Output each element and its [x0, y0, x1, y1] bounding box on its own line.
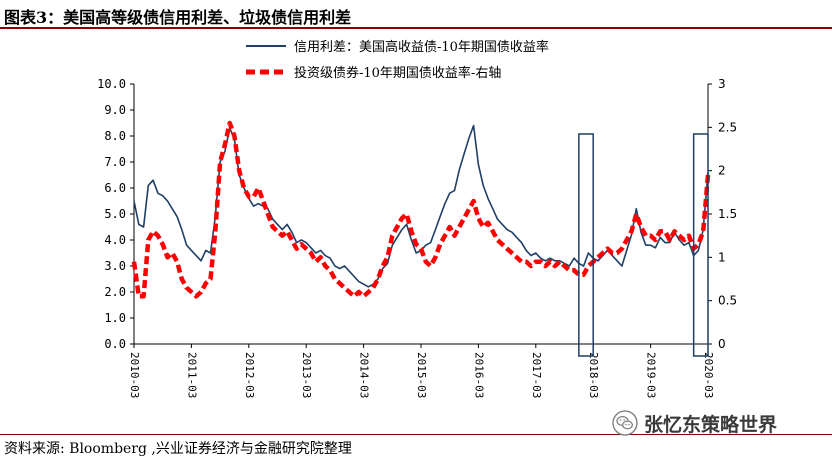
x-tick-label: 2010-03	[128, 352, 141, 398]
x-tick-label: 2017-03	[530, 352, 543, 398]
series-line-1	[133, 124, 709, 288]
x-tick-label: 2013-03	[300, 352, 313, 398]
wechat-logo-icon	[612, 410, 638, 436]
right-tick-label: 2.5	[718, 120, 737, 134]
x-tick-label: 2011-03	[185, 352, 198, 398]
figure-title: 图表3：美国高等级债信用利差、垃圾债信用利差	[4, 8, 352, 27]
x-tick-label: 2014-03	[358, 352, 371, 398]
right-tick-label: 1	[718, 250, 726, 264]
highlight-box-1	[578, 133, 594, 357]
right-tick-label: 0.5	[718, 294, 737, 308]
left-tick-label: 0.0	[104, 337, 126, 351]
title-rule	[0, 27, 832, 29]
left-tick-label: 9.0	[104, 103, 126, 117]
left-tick-label: 2.0	[104, 285, 126, 299]
left-tick-label: 7.0	[104, 155, 126, 169]
right-tick-label: 3	[718, 77, 726, 91]
left-tick-label: 1.0	[104, 311, 126, 325]
watermark: 张忆东策略世界	[612, 408, 777, 438]
left-tick-label: 8.0	[104, 129, 126, 143]
x-tick-label: 2012-03	[243, 352, 256, 398]
right-tick-label: 0	[718, 337, 726, 351]
x-tick-label: 2015-03	[415, 352, 428, 398]
left-tick-label: 4.0	[104, 233, 126, 247]
legend-label-1: 信用利差：美国高收益债-10年期国债收益率	[294, 39, 549, 55]
left-tick-label: 6.0	[104, 181, 126, 195]
right-tick-label: 2	[718, 164, 726, 178]
series-line-2	[131, 120, 711, 299]
footer-rule	[0, 434, 832, 435]
x-tick-label: 2020-03	[702, 352, 715, 398]
x-tick-label: 2019-03	[645, 352, 658, 398]
left-tick-label: 5.0	[104, 207, 126, 221]
left-tick-label: 10.0	[97, 77, 126, 91]
x-tick-label: 2016-03	[472, 352, 485, 398]
right-tick-label: 1.5	[718, 207, 737, 221]
x-tick-label: 2018-03	[587, 352, 600, 398]
source-note: 资料来源: Bloomberg ,兴业证券经济与金融研究院整理	[4, 441, 352, 457]
legend-label-2: 投资级债券-10年期国债收益率-右轴	[294, 65, 501, 81]
title-bar: 图表3：美国高等级债信用利差、垃圾债信用利差	[0, 0, 832, 29]
highlight-box-2	[692, 133, 709, 357]
left-tick-label: 3.0	[104, 259, 126, 273]
watermark-text: 张忆东策略世界	[644, 413, 778, 436]
